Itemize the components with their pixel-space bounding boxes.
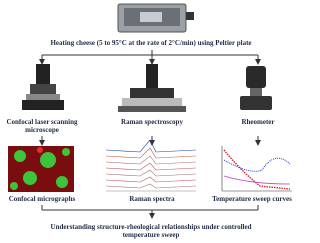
micrograph-image	[8, 146, 74, 192]
conclusion: Understanding structure-rheological rela…	[50, 223, 252, 239]
header-title: Heating cheese (5 to 95°C at the rate of…	[50, 39, 252, 47]
instrument-label: Raman spectroscopy	[121, 118, 183, 126]
merge-arrows	[41, 205, 259, 219]
output-label: Confocal micrographs	[8, 195, 76, 203]
output-label: Temperature sweep curves	[212, 195, 292, 203]
spectra-image	[105, 139, 197, 192]
output-arrows	[39, 136, 261, 146]
diagram-graphics	[8, 3, 292, 219]
sweep-image	[221, 146, 292, 192]
peltier-device	[117, 3, 194, 33]
instrument-label: Rheometer	[241, 118, 275, 126]
split-arrows	[39, 50, 261, 65]
instrument-label: Confocal laser scanning microscope	[6, 118, 78, 134]
confocal-microscope	[22, 64, 64, 110]
diagram: Heating cheese (5 to 95°C at the rate of…	[6, 3, 292, 239]
rheometer	[240, 66, 272, 110]
output-label: Raman spectra	[129, 195, 175, 203]
raman-spectrometer	[118, 64, 186, 112]
